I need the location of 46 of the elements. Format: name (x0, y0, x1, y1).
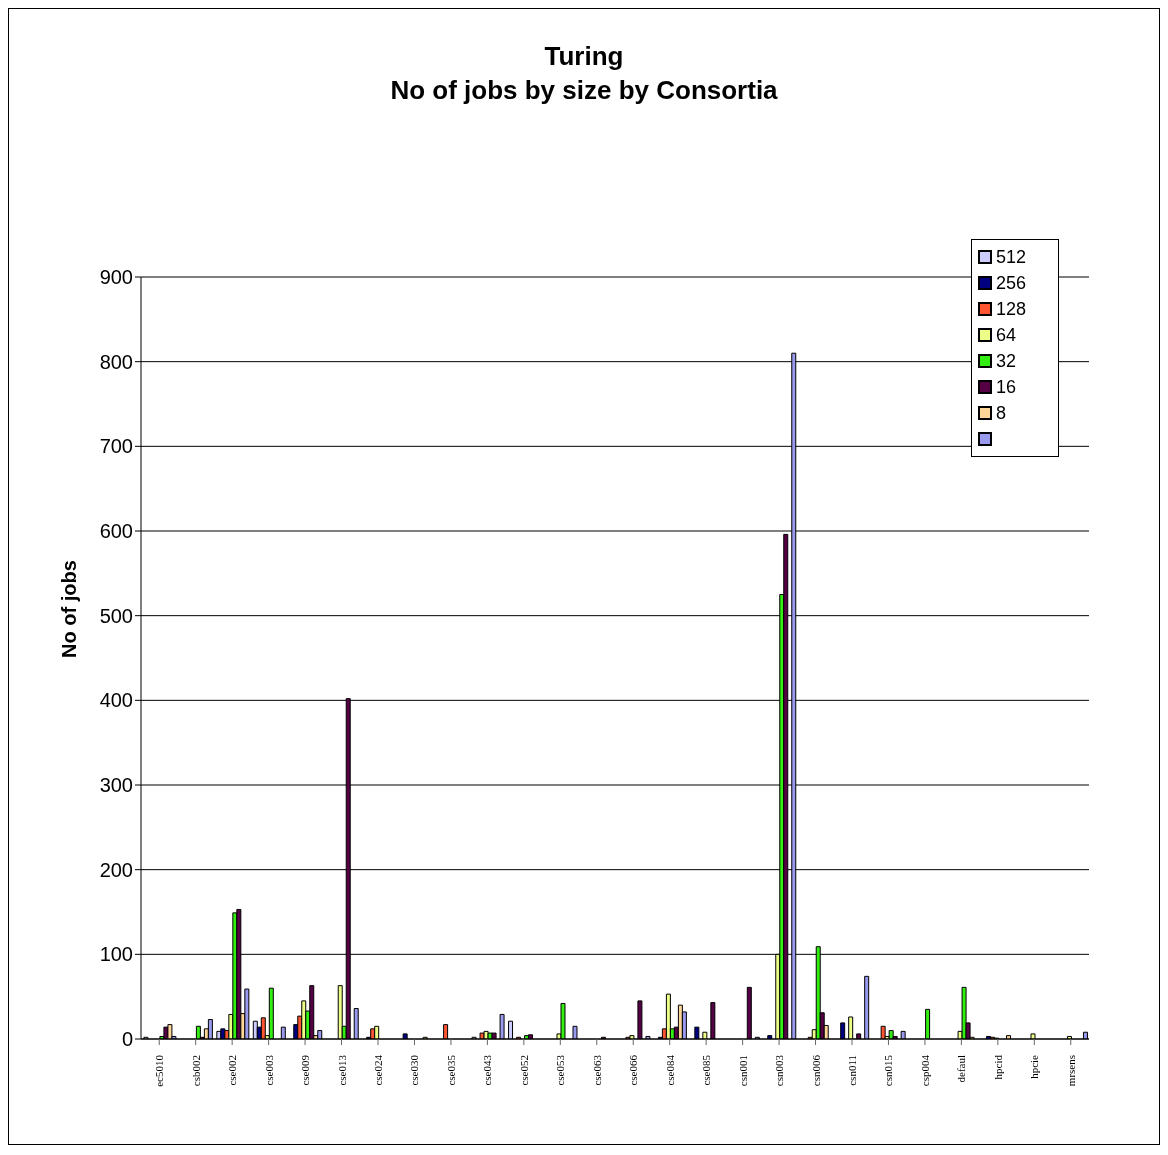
y-tick-label: 400 (99, 689, 133, 712)
y-tick-label: 600 (99, 520, 133, 543)
x-tick-label: cse003 (262, 1054, 275, 1086)
x-tick-label: ec5010 (153, 1054, 166, 1087)
y-tick-label: 700 (99, 435, 133, 458)
y-tick-label: 800 (99, 350, 133, 373)
x-tick-label: hpcie (1028, 1054, 1041, 1079)
x-tick-label: cse009 (299, 1054, 312, 1086)
y-tick-label: 300 (99, 774, 133, 797)
legend-label: 32 (996, 350, 1017, 372)
y-axis-title: No of jobs (57, 560, 81, 658)
legend-label: 512 (996, 246, 1027, 268)
x-tick-label: cse002 (226, 1055, 239, 1086)
x-tick-label: csn011 (846, 1055, 858, 1086)
chart-subtitle: No of jobs by size by Consortia (389, 74, 779, 107)
x-tick-label: hpcid (991, 1054, 1004, 1080)
chart-title: Turing (543, 40, 625, 73)
y-tick-label: 200 (99, 858, 133, 881)
legend-label: 16 (996, 376, 1017, 398)
x-tick-label: csn015 (882, 1054, 895, 1087)
x-tick-label: csn003 (773, 1054, 786, 1087)
x-tick-label: cse024 (372, 1054, 384, 1086)
y-tick-label: 500 (99, 604, 133, 627)
x-tick-label: csn006 (809, 1054, 822, 1087)
x-tick-label: csb002 (189, 1055, 202, 1087)
x-tick-label: csn001 (736, 1055, 749, 1087)
y-tick-label: 100 (99, 943, 133, 966)
x-tick-label: cse066 (627, 1054, 640, 1086)
x-tick-label: cse035 (444, 1054, 457, 1086)
x-tick-label: cse063 (590, 1054, 603, 1086)
x-tick-label: defaul (955, 1055, 968, 1083)
y-tick-label: 900 (99, 266, 133, 289)
x-tick-label: cse030 (408, 1054, 421, 1086)
legend-label: 64 (996, 324, 1017, 346)
y-tick-label: 0 (121, 1028, 133, 1051)
legend-label: 256 (996, 272, 1027, 294)
x-tick-label: cse053 (554, 1054, 567, 1086)
x-tick-label: csp004 (918, 1054, 931, 1087)
x-tick-label: cse085 (700, 1054, 713, 1086)
x-tick-label: mrsens (1064, 1055, 1077, 1087)
x-tick-label: cse052 (517, 1055, 530, 1086)
legend-label: 8 (996, 402, 1007, 424)
x-tick-label: cse013 (335, 1054, 348, 1086)
x-tick-label: cse043 (481, 1054, 494, 1086)
x-tick-label: cse084 (663, 1054, 676, 1086)
legend-label: 128 (996, 298, 1027, 320)
